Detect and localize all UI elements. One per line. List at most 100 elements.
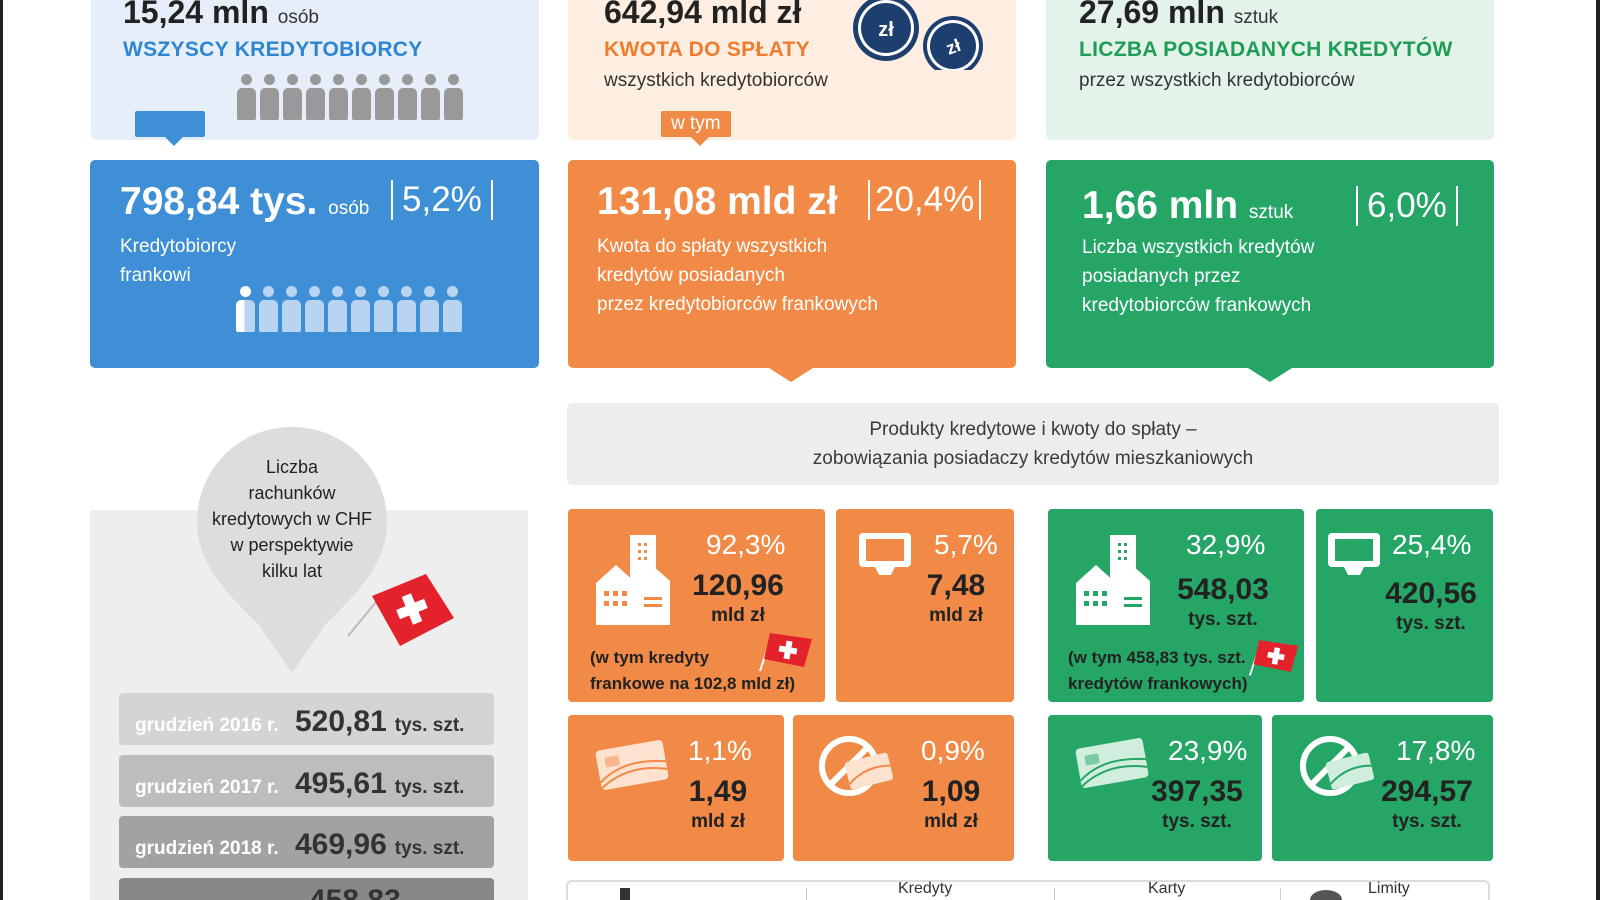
orange-other-pct: 5,7% [934,529,998,560]
swiss-flag-icon [347,574,454,646]
orange-card-pct: 1,1% [688,735,752,766]
swiss-flag-icon [759,633,812,672]
franc-credits-value: 1,66 mln sztuk [1082,184,1293,228]
legend-divider-2 [1054,888,1055,900]
green-other-pct: 25,4% [1392,529,1472,560]
franc-amount-desc-1: Kwota do spłaty wszystkich [597,236,828,257]
orange-mortgage-unit: mld zł [711,605,765,626]
legend-divider-3 [1280,888,1281,900]
franc-credits-desc-1: Liczba wszystkich kredytów [1082,237,1315,258]
buildings-icon [596,535,670,625]
amount-w-tym-badge: w tym [661,111,731,146]
franc-amount-panel: 131,08 mld zł 20,4% Kwota do spłaty wszy… [568,160,1016,368]
chf-row-2017-label: grudzień 2017 r. [135,777,279,798]
chf-row-latest: 458,83 [119,878,494,900]
chf-accounts-caption: Liczba rachunków kredytowych w CHF w per… [195,454,389,584]
franc-amount-desc-3: przez kredytobiorców frankowych [597,294,878,315]
orange-mortgage-tile: 92,3% 120,96 mld zł (w tym kredyty frank… [568,509,825,702]
borrowers-w-tym-badge: w tym [135,111,205,146]
green-other-unit: tys. szt. [1396,613,1466,634]
credit-card-icon [1075,738,1149,788]
svg-text:zł: zł [943,35,963,59]
total-credits-number: 27,69 mln [1079,0,1225,30]
green-mortgage-value: 548,03 [1177,573,1269,606]
franc-borrowers-panel: 798,84 tys. osób 5,2% Kredytobiorcy fran… [90,160,539,368]
products-header-line-1: Produkty kredytowe i kwoty do spłaty – [869,419,1197,440]
green-overdraft-unit: tys. szt. [1392,811,1462,832]
green-other-tile: 25,4% 420,56 tys. szt. [1316,509,1493,702]
all-borrowers-people-icon [237,74,463,120]
chf-row-2017-unit: tys. szt. [394,777,465,798]
franc-borrowers-value: 798,84 tys. osób [120,180,369,224]
green-overdraft-tile: 17,8% 294,57 tys. szt. [1272,715,1493,861]
franc-credits-number: 1,66 mln [1082,184,1239,227]
credit-card-icon [595,740,669,790]
orange-other-value: 7,48 [926,569,986,602]
orange-overdraft-tile: 0,9% 1,09 mld zł [793,715,1014,861]
franc-amount-share: 20,4% [868,180,982,220]
legend-item-limits: Limity [1368,880,1410,897]
green-mortgage-pct: 32,9% [1186,529,1266,560]
franc-amount-pointer [769,368,813,382]
orange-mortgage-note-2: frankowe na 102,8 mld zł) [590,674,796,693]
green-mortgage-note-2: kredytów frankowych) [1068,674,1248,693]
amount-w-tym-text: w tym [671,113,721,134]
orange-card-unit: mld zł [691,811,745,832]
total-credits-title: LICZBA POSIADANYCH KREDYTÓW [1079,38,1453,61]
franc-borrowers-number: 798,84 tys. [120,180,318,223]
green-mortgage-note-1: (w tym 458,83 tys. szt. [1068,648,1246,667]
total-credits-panel: 27,69 mln sztuk LICZBA POSIADANYCH KREDY… [1046,0,1494,140]
legend-bar: Kredyty Karty Limity [566,880,1490,900]
total-amount-subtitle: wszystkich kredytobiorców [604,70,828,91]
orange-mortgage-value: 120,96 [692,569,784,602]
chf-caption-line-3: kredytowych w CHF [211,509,373,529]
orange-overdraft-unit: mld zł [924,811,978,832]
chf-caption-line-1: Liczba [265,457,319,477]
monitor-icon [1328,533,1380,575]
green-mortgage-tile: 32,9% 548,03 tys. szt. (w tym 458,83 tys… [1048,509,1304,702]
chf-row-2018-value: 469,96 [295,828,387,861]
green-mortgage-unit: tys. szt. [1188,609,1258,630]
chf-row-2017-value: 495,61 [295,767,387,800]
green-card-value: 397,35 [1151,775,1243,808]
svg-text:zł: zł [878,19,894,41]
green-card-unit: tys. szt. [1162,811,1232,832]
chf-row-2016: grudzień 2016 r. 520,81 tys. szt. [119,693,494,745]
franc-credits-desc-3: kredytobiorców frankowych [1082,295,1312,316]
chf-row-2018: grudzień 2018 r. 469,96 tys. szt. [119,816,494,868]
franc-borrowers-desc-2: frankowi [120,265,191,286]
franc-amount-desc-2: kredytów posiadanych [597,265,785,286]
orange-card-tile: 1,1% 1,49 mld zł [568,715,784,861]
buildings-icon [1076,535,1150,625]
total-credits-subtitle: przez wszystkich kredytobiorców [1079,70,1355,91]
all-borrowers-unit: osób [277,7,319,28]
total-credits-value: 27,69 mln sztuk [1079,0,1278,31]
overdraft-icon [819,736,893,796]
building-icon [620,888,630,900]
monitor-icon [859,533,911,575]
products-header: Produkty kredytowe i kwoty do spłaty – z… [567,403,1499,485]
green-overdraft-pct: 17,8% [1396,735,1476,766]
franc-borrowers-people-icon [236,286,462,332]
chf-row-2016-label: grudzień 2016 r. [135,715,279,736]
chf-row-2016-unit: tys. szt. [394,715,465,736]
chf-caption-line-4: w perspektywie [230,535,354,555]
orange-mortgage-note-1: (w tym kredyty [590,648,710,667]
all-borrowers-value: 15,24 mln osób [123,0,319,31]
green-card-tile: 23,9% 397,35 tys. szt. [1048,715,1262,861]
franc-amount-value: 131,08 mld zł [597,180,838,223]
franc-borrowers-desc-1: Kredytobiorcy [120,236,237,257]
franc-credits-share: 6,0% [1356,186,1458,226]
green-other-value: 420,56 [1385,577,1477,610]
all-borrowers-title: WSZYSCY KREDYTOBIORCY [123,38,423,61]
orange-mortgage-pct: 92,3% [706,529,786,560]
franc-credits-panel: 1,66 mln sztuk 6,0% Liczba wszystkich kr… [1046,160,1494,368]
franc-credits-unit: sztuk [1248,202,1294,223]
limit-icon [1310,890,1342,900]
chf-row-2017: grudzień 2017 r. 495,61 tys. szt. [119,755,494,807]
franc-credits-pointer [1248,368,1292,382]
total-amount-value: 642,94 mld zł [604,0,802,30]
orange-other-unit: mld zł [929,605,983,626]
chf-row-2018-unit: tys. szt. [394,838,465,859]
all-borrowers-number: 15,24 mln [123,0,269,30]
